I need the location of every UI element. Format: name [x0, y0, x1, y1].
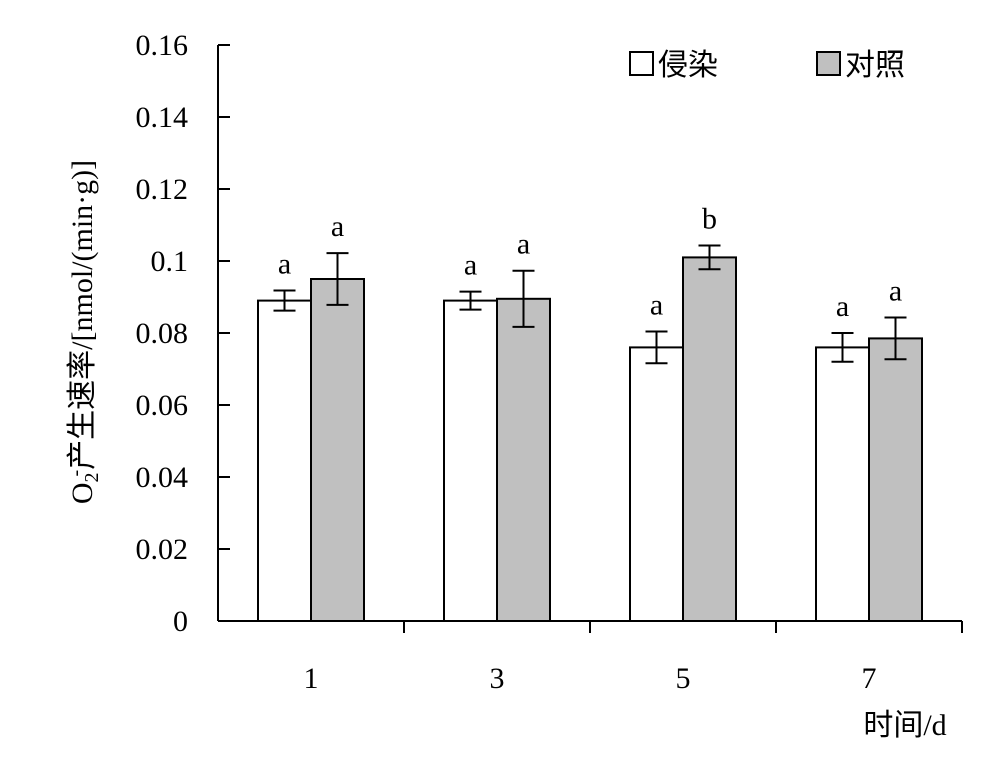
bar: [815, 346, 870, 622]
significance-label: a: [650, 289, 663, 322]
y-axis-label: O2-产生速率/[nmol/(min·g)]: [65, 160, 103, 504]
significance-label: a: [889, 275, 902, 308]
x-tick-label: 5: [676, 662, 691, 695]
legend-label: 对照: [845, 49, 905, 82]
y-tick-label: 0: [173, 605, 188, 638]
significance-label: a: [836, 290, 849, 323]
bars: a a a a a a b a: [257, 203, 923, 622]
legend: 侵染 对照: [629, 49, 905, 82]
y-tick-label: 0.1: [151, 245, 189, 278]
x-tick-label: 3: [490, 662, 505, 695]
bar: [257, 299, 312, 622]
significance-label: a: [464, 249, 477, 282]
legend-swatch: [629, 51, 654, 76]
y-tick-label: 0.14: [136, 101, 189, 134]
y-tick-label: 0.06: [136, 389, 189, 422]
legend-label: 侵染: [658, 49, 718, 82]
y-tick-label: 0.08: [136, 317, 189, 350]
bar: [443, 299, 498, 622]
x-tick-label: 7: [862, 662, 877, 695]
x-axis: 1 3 5 7: [218, 620, 963, 695]
bar: [496, 297, 551, 622]
significance-label: b: [702, 203, 717, 236]
y-tick-label: 0.04: [136, 461, 189, 494]
bar: [310, 278, 365, 622]
y-tick-label: 0.16: [136, 29, 189, 62]
y-tick-label: 0.02: [136, 533, 189, 566]
bar: [629, 346, 684, 622]
significance-label: a: [517, 228, 530, 261]
significance-label: a: [331, 210, 344, 243]
bar: [682, 256, 737, 622]
legend-swatch: [816, 51, 841, 76]
y-tick-label: 0.12: [136, 173, 189, 206]
y-axis: 0 0.02 0.04 0.06 0.08 0.1 0.12 0.14 0.16: [136, 29, 230, 638]
significance-label: a: [278, 248, 291, 281]
x-axis-label: 时间/d: [863, 709, 946, 742]
bar: [868, 337, 923, 622]
x-tick-label: 1: [304, 662, 319, 695]
